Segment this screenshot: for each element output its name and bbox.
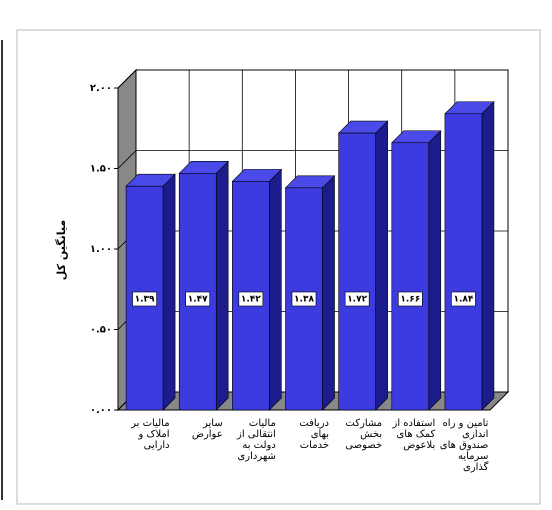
y-tick-label: ۱.۵۰	[90, 164, 112, 175]
y-tick-label: ۲.۰۰	[90, 83, 112, 94]
x-tick-label: استفاده از کمک های بلاعوض	[392, 418, 436, 451]
y-tick-label: ۰.۰۰	[90, 405, 112, 416]
grid-line	[117, 150, 137, 169]
x-tick-label: دریافت بهای خدمات	[299, 418, 329, 451]
value-label-box	[344, 291, 370, 307]
bar-side	[215, 160, 229, 411]
bar	[444, 113, 483, 411]
bar	[178, 173, 217, 411]
bar	[338, 132, 376, 411]
bar-side	[322, 175, 335, 411]
value-label: ۱.۳۸	[294, 295, 314, 305]
y-tick-label: ۰.۵۰	[90, 325, 112, 336]
x-tick-label: مالیات بر املاک و دارایی	[131, 418, 170, 451]
value-label-box	[238, 291, 264, 307]
grid-line	[117, 69, 137, 89]
bar-side	[428, 130, 442, 411]
bar-side	[269, 168, 282, 411]
bar	[391, 142, 430, 411]
value-label-box	[451, 291, 476, 307]
value-label: ۱.۴۷	[188, 295, 208, 305]
y-axis-title: میانگین کل	[55, 220, 68, 280]
value-label: ۱.۸۴	[453, 295, 473, 305]
bar-side	[375, 120, 388, 411]
value-label: ۱.۳۹	[135, 295, 155, 305]
frame	[16, 29, 541, 505]
x-tick-label: مالیات انتقالی از دولت به شهرداری	[236, 418, 276, 462]
x-tick-label: سایر عوارض	[191, 418, 223, 440]
value-label-box	[291, 291, 317, 307]
bar-side	[162, 173, 176, 411]
value-label: ۱.۴۲	[241, 295, 261, 305]
value-label-box	[185, 291, 211, 307]
value-label: ۱.۷۲	[347, 295, 367, 305]
value-label-box	[397, 291, 423, 307]
x-tick-label: تامین و راه اندازی صندوق های سرمایه گذار…	[439, 418, 489, 473]
y-tick-label: ۱.۰۰	[90, 244, 112, 255]
value-label: ۱.۶۶	[400, 295, 420, 305]
value-label-box	[132, 291, 157, 307]
bar-side	[481, 101, 495, 411]
x-tick-label: مشارکت بخش خصوصی	[345, 418, 383, 451]
